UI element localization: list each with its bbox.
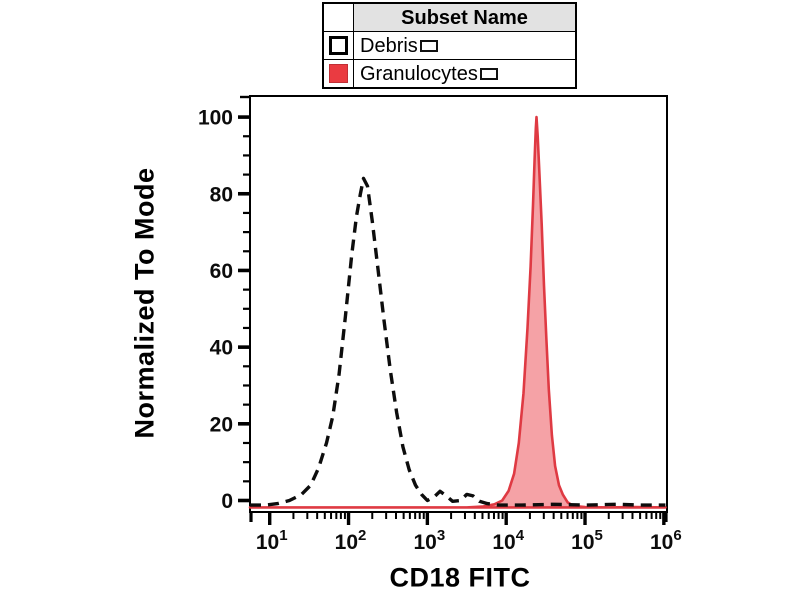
x-tick-label: 106: [650, 527, 682, 554]
legend-row-granulocytes: Granulocytes: [353, 60, 575, 87]
y-tick-label: 100: [198, 107, 233, 130]
plot-area-border: [249, 95, 668, 513]
y-tick-label: 40: [210, 337, 233, 360]
missing-glyph-box: [419, 39, 438, 52]
legend-table: Subset Name Debris Granulocytes: [322, 2, 577, 89]
legend-row-granulocytes-swatch-cell: [324, 60, 353, 87]
x-tick-label: 102: [335, 527, 367, 554]
y-axis-title: Normalized To Mode: [129, 167, 160, 439]
x-tick-label: 104: [492, 527, 524, 554]
legend-row-debris-swatch-cell: [324, 32, 353, 60]
y-axis-ticks: [238, 95, 251, 503]
legend-label-granulocytes: Granulocytes: [360, 62, 478, 85]
x-tick-label: 103: [414, 527, 446, 554]
legend-header: Subset Name: [353, 4, 575, 32]
missing-glyph-box: [479, 67, 498, 80]
y-tick-label: 0: [221, 490, 233, 513]
debris-swatch-icon: [329, 36, 348, 55]
x-axis-ticks: [249, 511, 668, 525]
legend-label-debris: Debris: [360, 34, 418, 57]
y-tick-label: 80: [210, 183, 233, 206]
legend-row-debris: Debris: [353, 32, 575, 60]
x-tick-label: 101: [256, 527, 288, 554]
x-tick-label: 105: [571, 527, 603, 554]
granulocytes-swatch-icon: [329, 64, 348, 83]
debris-curve: [250, 176, 666, 507]
x-axis-title: CD18 FITC: [389, 562, 531, 593]
y-tick-label: 20: [210, 413, 233, 436]
legend-corner-cell: [324, 4, 353, 32]
y-tick-label: 60: [210, 260, 233, 283]
